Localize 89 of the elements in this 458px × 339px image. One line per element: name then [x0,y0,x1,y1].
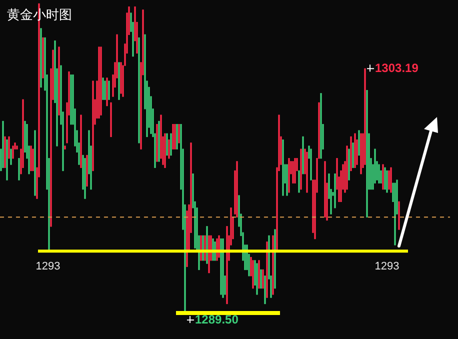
candlestick [138,37,140,144]
candlestick [70,74,72,125]
candlestick [256,263,258,295]
candlestick [324,161,326,218]
candlestick [176,124,178,150]
candlestick [40,28,42,88]
candlestick [98,46,100,118]
candlestick [12,146,14,159]
candlestick [166,133,168,156]
candlestick [118,62,120,100]
candlestick [18,158,20,180]
candlestick [30,146,32,172]
candlestick [350,136,352,172]
candlestick [348,148,350,180]
candlestick [104,80,106,100]
candlestick [334,174,336,208]
candlestick [260,269,262,289]
candlestick [358,130,360,156]
candlestick [58,46,60,116]
candlestick [8,136,10,159]
candlestick [178,124,180,144]
candlestick [84,158,86,199]
candlestick [108,80,110,100]
candlestick [4,136,6,168]
candlestick [158,120,160,162]
candlestick [384,167,386,190]
candlestick [34,130,36,196]
candlestick [288,158,290,193]
candlestick [382,164,384,190]
candlestick [226,226,228,304]
candlestick [92,80,94,172]
candlestick [262,269,264,289]
candlestick [236,161,238,218]
candlestick [100,46,102,116]
candlestick [388,170,390,190]
annotation: 1303.19 [375,60,419,75]
candlestick [174,124,176,150]
candlestick [120,62,122,94]
candlestick [220,238,222,295]
candlestick [366,90,368,218]
candlestick [398,201,400,230]
candlestick [298,170,300,193]
candlestick [386,170,388,193]
candlestick [390,167,392,193]
candlestick [172,124,174,150]
candlestick [222,238,224,298]
candlestick [364,68,366,165]
candlestick [294,158,296,184]
candlestick [320,93,322,159]
candlestick [170,133,172,156]
candlestick [346,146,348,190]
candlestick [42,37,44,78]
candlestick [64,146,66,150]
candlestick [80,114,82,168]
candlestick [266,242,268,298]
annotation: 1293 [36,260,60,273]
candlestick [306,152,308,193]
candlestick [102,78,104,100]
candlestick [352,142,354,168]
candlestick [282,139,284,196]
candlestick [274,229,276,289]
candlestick [164,133,166,168]
candlestick [394,182,396,246]
candlestick [354,133,356,168]
candlestick [32,148,34,172]
candlestick [10,148,12,165]
candlestick [156,124,158,162]
candlestick [286,164,288,196]
candlestick [292,161,294,184]
annotation: 1289.50 [195,312,239,326]
candlestick [310,148,312,180]
candlestick [252,260,254,289]
candlestick [86,154,88,187]
annotation: 1293 [374,260,400,273]
candlestick [300,148,302,190]
candlestick [360,133,362,174]
candlestick [168,139,170,159]
candlestick [378,164,380,184]
candlestick [6,139,8,180]
candlestick [106,78,108,106]
candlestick [264,276,266,304]
candlestick [302,136,304,174]
candlestick [258,260,260,289]
candlestick [2,120,4,168]
candlestick [16,146,18,150]
candlestick [206,226,208,264]
candlestick [208,235,210,274]
candlestick [110,102,112,138]
candlestick [272,235,274,295]
